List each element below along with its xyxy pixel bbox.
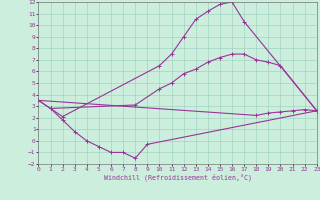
X-axis label: Windchill (Refroidissement éolien,°C): Windchill (Refroidissement éolien,°C) (104, 173, 252, 181)
